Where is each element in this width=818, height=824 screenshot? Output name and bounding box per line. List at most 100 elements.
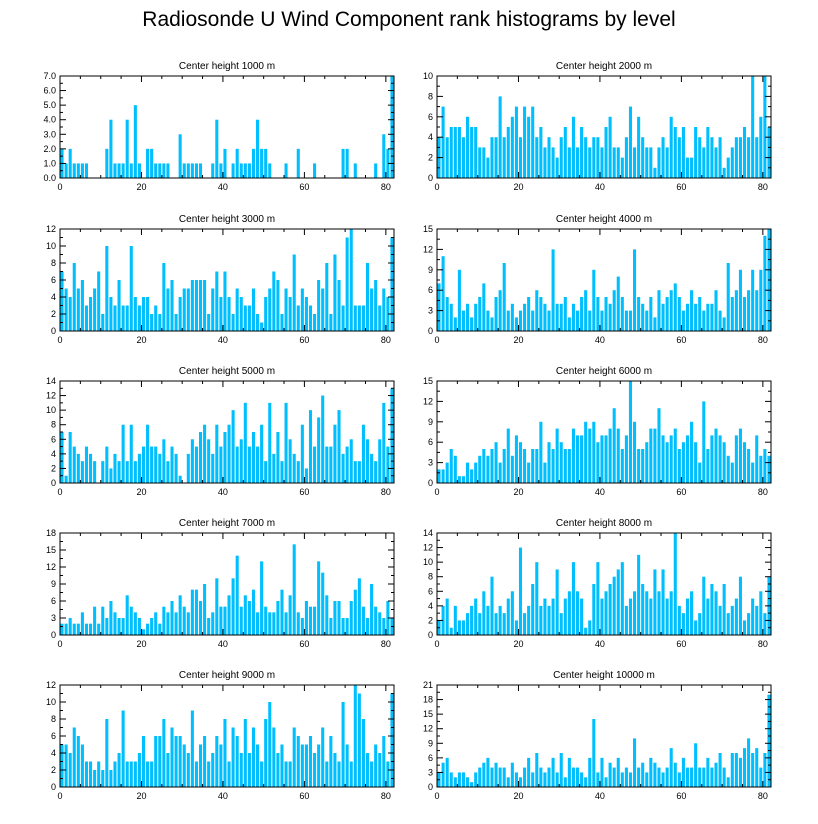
bar: [353, 305, 357, 331]
bar: [547, 137, 551, 178]
bar: [296, 736, 300, 787]
bar: [710, 584, 714, 635]
bar: [125, 119, 129, 178]
bar: [64, 475, 68, 483]
bar: [641, 584, 645, 635]
bar: [510, 455, 514, 483]
bar: [681, 442, 685, 483]
bar: [706, 757, 710, 787]
bar: [685, 598, 690, 635]
bar: [759, 591, 763, 635]
bar: [543, 598, 547, 635]
bar: [624, 137, 628, 178]
bar: [441, 762, 445, 787]
bar: [109, 601, 113, 635]
bar: [141, 629, 146, 635]
bar: [718, 435, 722, 483]
bar: [60, 271, 64, 331]
bar: [72, 446, 76, 483]
bar: [461, 476, 466, 483]
bar: [726, 455, 730, 483]
bar: [592, 269, 596, 331]
bar: [186, 753, 190, 787]
y-tick-label: 10: [423, 557, 433, 567]
bar: [60, 623, 64, 635]
bar: [726, 157, 730, 178]
x-tick-label: 20: [513, 639, 523, 649]
bar: [268, 288, 272, 331]
bar: [738, 137, 742, 178]
bar: [596, 137, 600, 178]
bar: [645, 591, 649, 635]
y-tick-label: 2: [51, 309, 56, 319]
bar: [690, 157, 694, 178]
y-tick-label: 8: [51, 258, 56, 268]
bar: [203, 584, 207, 635]
x-tick-label: 60: [676, 487, 686, 497]
bar: [313, 314, 317, 331]
y-tick-label: 14: [423, 528, 433, 538]
x-tick-label: 40: [595, 639, 605, 649]
bar: [510, 116, 514, 178]
bar: [567, 591, 571, 635]
bar: [498, 767, 502, 787]
bar: [186, 612, 190, 635]
bar: [76, 163, 80, 178]
bar: [470, 127, 474, 178]
bar: [251, 288, 256, 331]
bar: [722, 584, 726, 635]
x-tick-label: 0: [57, 487, 62, 497]
bar: [624, 435, 628, 483]
bar: [575, 767, 580, 787]
bar: [227, 297, 231, 331]
bar: [97, 271, 101, 331]
bar: [60, 432, 64, 483]
bar: [247, 163, 251, 178]
bar: [738, 428, 742, 483]
bar: [588, 310, 592, 331]
bar: [563, 598, 567, 635]
bar: [453, 455, 457, 483]
bar: [441, 605, 445, 635]
bar: [445, 137, 449, 178]
bar: [551, 249, 555, 331]
y-tick-label: 15: [423, 376, 433, 386]
bar: [251, 432, 256, 483]
bar: [325, 761, 329, 787]
bar: [633, 591, 637, 635]
bar: [190, 589, 194, 635]
bar: [698, 137, 702, 178]
bar: [669, 290, 673, 331]
bar: [162, 719, 166, 787]
bar: [211, 453, 215, 483]
bar: [207, 761, 211, 787]
bar: [227, 595, 231, 635]
bar: [714, 147, 718, 178]
bar: [677, 137, 681, 178]
y-tick-label: 7.0: [43, 71, 56, 81]
bar: [76, 288, 80, 331]
bar: [170, 601, 174, 635]
bar: [374, 744, 378, 787]
bar: [329, 314, 333, 331]
bar: [457, 476, 461, 483]
bar: [150, 446, 154, 483]
bar: [256, 446, 260, 483]
bar: [337, 601, 341, 635]
bar: [378, 305, 382, 331]
bar: [141, 736, 146, 787]
bar: [260, 761, 264, 787]
bar: [612, 147, 616, 178]
bar: [129, 606, 133, 635]
x-tick-label: 0: [57, 791, 62, 801]
bar: [341, 305, 345, 331]
bar: [231, 163, 235, 178]
bar: [702, 576, 706, 635]
bar: [596, 297, 600, 331]
y-tick-label: 9: [51, 579, 56, 589]
bar: [105, 446, 109, 483]
bar: [304, 744, 308, 787]
bar: [129, 761, 133, 787]
bar: [751, 753, 755, 787]
x-tick-label: 20: [136, 639, 146, 649]
